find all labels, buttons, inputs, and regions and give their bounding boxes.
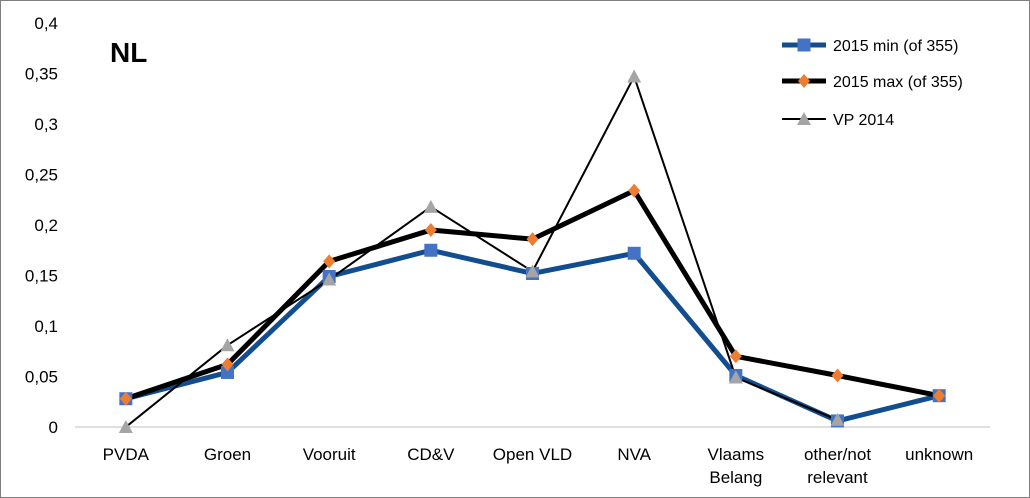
data-point — [221, 357, 234, 372]
data-point — [830, 412, 845, 426]
x-tick-label: CD&V — [407, 445, 455, 464]
data-point — [627, 246, 641, 260]
legend-label: 2015 min (of 355) — [833, 38, 958, 55]
series-markers — [118, 69, 946, 433]
chart-title: NL — [110, 37, 147, 68]
x-axis-labels: PVDA Groen Vooruit CD&V Open VLD NVA Vlaams Bel… — [103, 445, 974, 487]
x-tick-label: other/not relevant — [804, 445, 871, 487]
y-tick-label: 0,05 — [25, 368, 58, 387]
legend-marker — [797, 112, 811, 125]
data-point — [728, 370, 743, 384]
data-point — [628, 183, 641, 198]
y-tick-label: 0,1 — [34, 317, 58, 336]
data-point — [423, 199, 438, 213]
data-point — [729, 349, 742, 364]
data-point — [424, 223, 437, 238]
data-point — [526, 232, 539, 247]
x-tick-label: Open VLD — [493, 445, 572, 464]
x-tick-label: Vooruit — [303, 445, 356, 464]
y-tick-label: 0,2 — [34, 216, 58, 235]
data-point — [118, 420, 133, 433]
data-point — [220, 338, 235, 352]
legend-label: VP 2014 — [833, 112, 894, 129]
data-point — [221, 365, 234, 379]
legend: 2015 min (of 355) 2015 max (of 355) VP 201… — [782, 38, 963, 129]
data-point — [424, 243, 438, 257]
x-tick-label: NVA — [617, 445, 651, 464]
data-point — [831, 368, 844, 383]
data-point — [525, 264, 540, 278]
x-tick-label: unknown — [905, 445, 973, 464]
x-tick-label: Vlaams Belang — [707, 445, 764, 487]
legend-marker — [798, 74, 810, 88]
legend-marker — [797, 38, 811, 52]
y-tick-label: 0,25 — [25, 166, 58, 185]
series-line — [124, 75, 839, 428]
x-tick-label: PVDA — [103, 445, 150, 464]
data-point — [933, 388, 946, 403]
data-point — [322, 272, 337, 286]
legend-label: 2015 max (of 355) — [833, 74, 963, 91]
y-tick-label: 0,4 — [34, 14, 58, 33]
data-point — [119, 391, 132, 406]
y-tick-label: 0,3 — [34, 115, 58, 134]
y-tick-label: 0 — [49, 418, 58, 437]
data-point — [627, 69, 642, 83]
y-tick-label: 0,15 — [25, 267, 58, 286]
x-tick-label: Groen — [204, 445, 251, 464]
y-tick-label: 0,35 — [25, 65, 58, 84]
y-axis-ticks: 0 0,05 0,1 0,15 0,2 0,25 0,3 0,35 0,4 — [25, 14, 58, 437]
data-point — [323, 254, 336, 269]
